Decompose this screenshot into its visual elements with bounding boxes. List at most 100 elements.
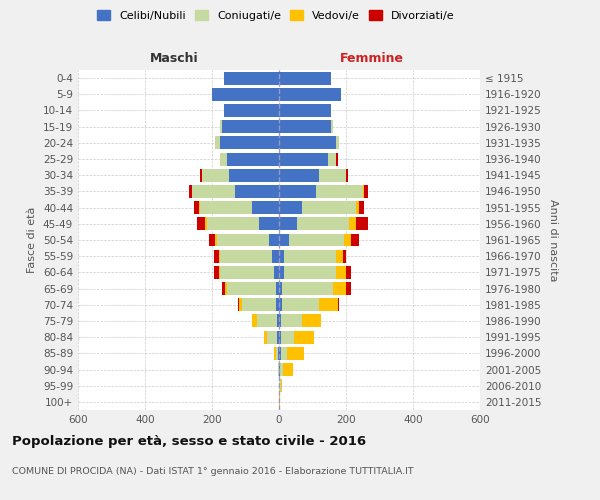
Bar [220,136,279,149]
Bar [279,152,328,166]
Bar [274,347,275,360]
Bar [349,218,356,230]
Bar [226,282,227,295]
Bar [220,250,272,262]
Bar [222,282,226,295]
Bar [220,266,274,279]
Bar [279,347,281,360]
Bar [279,379,281,392]
Bar [259,218,279,230]
Bar [278,347,279,360]
Bar [364,185,368,198]
Bar [235,185,279,198]
Bar [207,218,259,230]
Bar [269,234,279,246]
Bar [275,347,278,360]
Bar [344,234,351,246]
Bar [202,169,229,181]
Bar [289,234,344,246]
Bar [238,298,239,311]
Text: Maschi: Maschi [149,52,199,66]
Bar [277,314,279,328]
Bar [279,314,281,328]
Bar [346,169,347,181]
Bar [281,314,302,328]
Bar [281,347,287,360]
Bar [302,314,321,328]
Bar [279,169,319,181]
Bar [188,185,192,198]
Text: COMUNE DI PROCIDA (NA) - Dati ISTAT 1° gennaio 2016 - Elaborazione TUTTITALIA.IT: COMUNE DI PROCIDA (NA) - Dati ISTAT 1° g… [12,468,413,476]
Bar [328,152,336,166]
Bar [332,282,346,295]
Bar [214,266,218,279]
Bar [267,330,277,344]
Bar [281,330,294,344]
Bar [278,363,279,376]
Bar [197,218,205,230]
Bar [336,152,338,166]
Text: Popolazione per età, sesso e stato civile - 2016: Popolazione per età, sesso e stato civil… [12,435,366,448]
Bar [252,201,279,214]
Bar [224,72,279,85]
Bar [279,185,316,198]
Bar [200,201,252,214]
Bar [218,266,220,279]
Bar [252,314,257,328]
Bar [279,282,283,295]
Y-axis label: Anni di nascita: Anni di nascita [548,198,558,281]
Bar [316,185,363,198]
Bar [359,201,364,214]
Bar [346,266,351,279]
Bar [280,363,283,376]
Bar [217,234,269,246]
Bar [346,282,351,295]
Bar [227,152,279,166]
Bar [279,330,281,344]
Bar [279,201,302,214]
Bar [264,330,267,344]
Bar [214,250,218,262]
Bar [338,298,340,311]
Bar [336,266,346,279]
Text: Femmine: Femmine [340,52,404,66]
Bar [192,185,235,198]
Bar [209,234,215,246]
Bar [222,120,279,133]
Bar [279,298,283,311]
Bar [279,363,280,376]
Bar [319,169,346,181]
Bar [279,218,298,230]
Bar [257,314,277,328]
Bar [272,250,279,262]
Legend: Celibi/Nubili, Coniugati/e, Vedovi/e, Divorziati/e: Celibi/Nubili, Coniugati/e, Vedovi/e, Di… [93,6,459,25]
Bar [351,234,359,246]
Bar [279,72,331,85]
Bar [319,298,338,311]
Bar [294,330,314,344]
Bar [205,218,207,230]
Bar [356,218,368,230]
Bar [336,136,340,149]
Bar [229,169,279,181]
Bar [218,250,220,262]
Bar [336,250,343,262]
Bar [363,185,364,198]
Bar [239,298,242,311]
Bar [277,330,279,344]
Bar [275,298,279,311]
Bar [283,282,332,295]
Bar [279,234,289,246]
Bar [279,120,331,133]
Bar [284,250,336,262]
Y-axis label: Fasce di età: Fasce di età [28,207,37,273]
Bar [279,266,284,279]
Bar [279,396,280,408]
Bar [212,88,279,101]
Bar [227,282,275,295]
Bar [283,298,319,311]
Bar [284,266,336,279]
Bar [279,136,336,149]
Bar [343,250,346,262]
Bar [281,379,283,392]
